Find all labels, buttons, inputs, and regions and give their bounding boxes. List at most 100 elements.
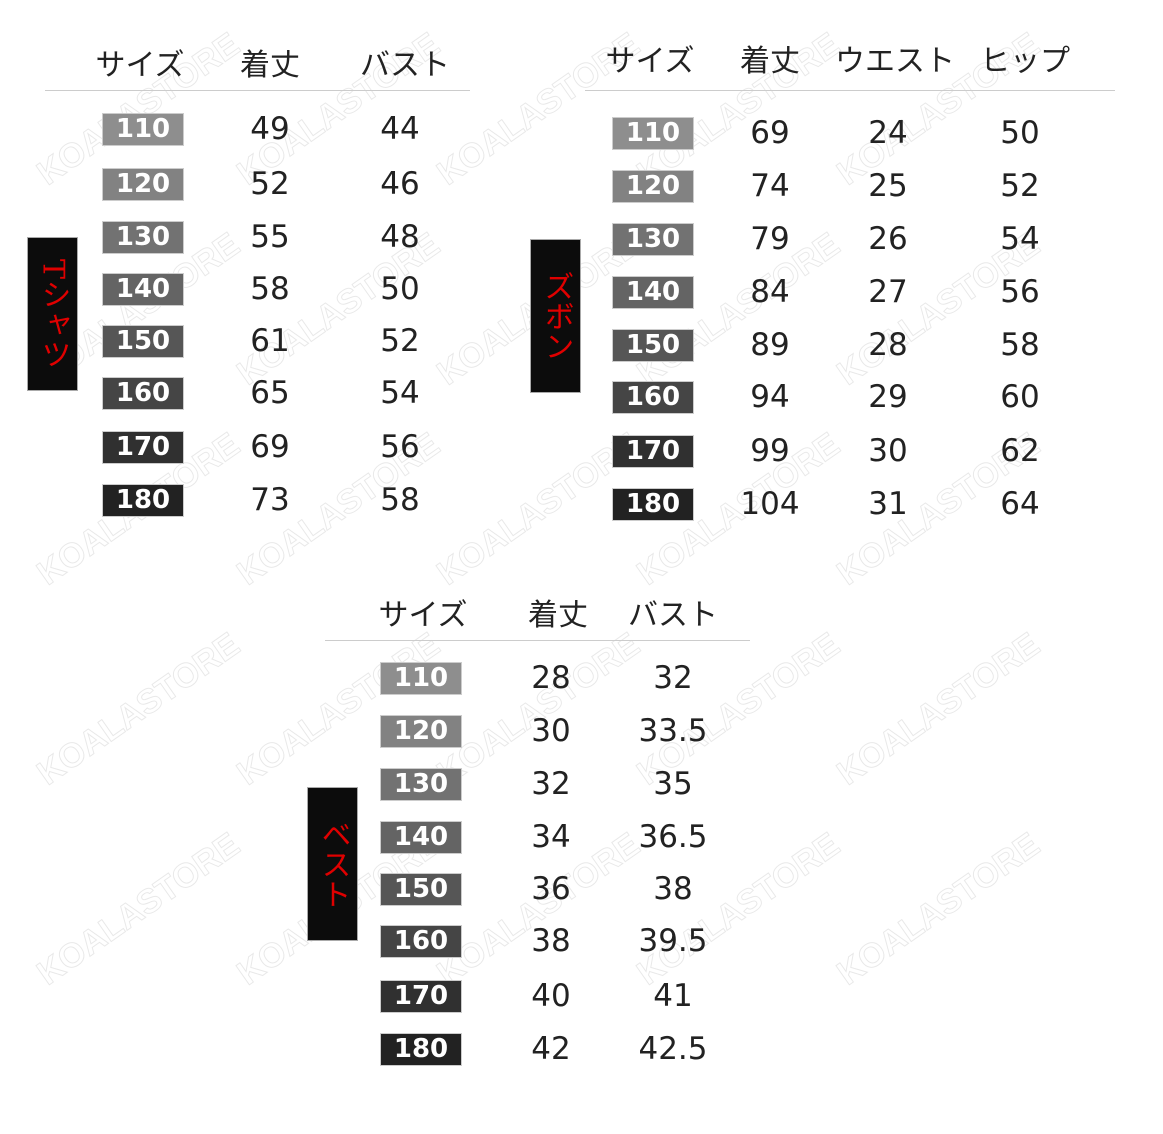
watermark: KOALASTORE [30,625,247,793]
measurement-value: 39.5 [638,923,708,959]
measurement-value: 28 [531,660,571,696]
measurement-value: 46 [380,166,420,202]
measurement-value: 73 [250,482,290,518]
measurement-value: 40 [531,978,571,1014]
measurement-value: 69 [750,115,790,151]
size-badge: 120 [613,171,693,202]
column-header: ウエスト [835,44,955,79]
size-badge: 160 [381,926,461,957]
measurement-value: 84 [750,274,790,310]
column-header: サイズ [605,44,695,79]
measurement-value: 42.5 [638,1031,708,1067]
size-badge: 110 [613,118,693,149]
header-divider [45,90,470,91]
measurement-value: 36.5 [638,819,708,855]
measurement-value: 29 [868,379,908,415]
measurement-value: 56 [1000,274,1040,310]
size-badge: 130 [613,224,693,255]
measurement-value: 32 [531,766,571,802]
size-badge: 150 [381,874,461,905]
header-divider [325,640,750,641]
size-badge: 160 [613,382,693,413]
measurement-value: 58 [380,482,420,518]
size-badge: 170 [613,436,693,467]
measurement-value: 32 [653,660,693,696]
measurement-value: 54 [380,375,420,411]
size-badge: 170 [381,981,461,1012]
size-badge: 180 [381,1034,461,1065]
measurement-value: 36 [531,871,571,907]
measurement-value: 30 [868,433,908,469]
measurement-value: 64 [1000,486,1040,522]
measurement-value: 35 [653,766,693,802]
measurement-value: 62 [1000,433,1040,469]
measurement-value: 24 [868,115,908,151]
measurement-value: 74 [750,168,790,204]
measurement-value: 55 [250,219,290,255]
measurement-value: 99 [750,433,790,469]
size-badge: 150 [613,330,693,361]
measurement-value: 52 [1000,168,1040,204]
measurement-value: 30 [531,713,571,749]
watermark: KOALASTORE [830,625,1047,793]
garment-label: ズボン [531,240,580,392]
size-badge: 170 [103,432,183,463]
measurement-value: 31 [868,486,908,522]
measurement-value: 54 [1000,221,1040,257]
size-badge: 140 [103,274,183,305]
size-badge: 160 [103,378,183,409]
column-header: サイズ [95,48,185,83]
measurement-value: 104 [740,486,800,522]
measurement-value: 58 [250,271,290,307]
measurement-value: 48 [380,219,420,255]
size-badge: 180 [613,489,693,520]
measurement-value: 44 [380,111,420,147]
measurement-value: 61 [250,323,290,359]
size-badge: 110 [381,663,461,694]
column-header: バスト [360,48,450,83]
column-header: 着丈 [740,44,800,79]
measurement-value: 65 [250,375,290,411]
measurement-value: 42 [531,1031,571,1067]
measurement-value: 69 [250,429,290,465]
size-badge: 130 [381,769,461,800]
measurement-value: 50 [380,271,420,307]
size-badge: 140 [381,822,461,853]
size-badge: 180 [103,485,183,516]
measurement-value: 89 [750,327,790,363]
measurement-value: 52 [380,323,420,359]
size-badge: 120 [103,169,183,200]
size-badge: 140 [613,277,693,308]
measurement-value: 38 [531,923,571,959]
measurement-value: 79 [750,221,790,257]
measurement-value: 26 [868,221,908,257]
measurement-value: 41 [653,978,693,1014]
measurement-value: 60 [1000,379,1040,415]
column-header: ヒップ [980,44,1070,79]
garment-label: Tシャツ [28,238,77,390]
measurement-value: 25 [868,168,908,204]
column-header: サイズ [378,598,468,633]
size-badge: 150 [103,326,183,357]
measurement-value: 28 [868,327,908,363]
measurement-value: 49 [250,111,290,147]
size-badge: 130 [103,222,183,253]
column-header: バスト [628,598,718,633]
column-header: 着丈 [240,48,300,83]
measurement-value: 27 [868,274,908,310]
size-badge: 120 [381,716,461,747]
size-badge: 110 [103,114,183,145]
measurement-value: 38 [653,871,693,907]
header-divider [585,90,1115,91]
garment-label: ベスト [308,788,357,940]
measurement-value: 58 [1000,327,1040,363]
measurement-value: 56 [380,429,420,465]
measurement-value: 94 [750,379,790,415]
measurement-value: 50 [1000,115,1040,151]
column-header: 着丈 [528,598,588,633]
measurement-value: 34 [531,819,571,855]
measurement-value: 33.5 [638,713,708,749]
measurement-value: 52 [250,166,290,202]
watermark: KOALASTORE [30,825,247,993]
